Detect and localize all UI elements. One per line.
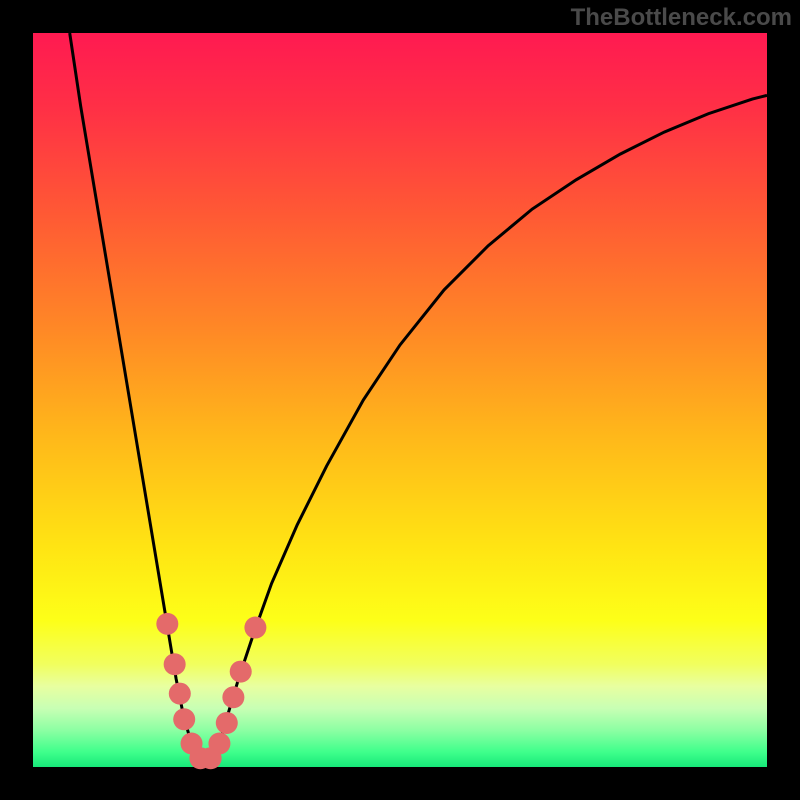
chart-container: TheBottleneck.com	[0, 0, 800, 800]
data-marker	[169, 683, 191, 705]
plot-gradient-background	[33, 33, 767, 767]
data-marker	[156, 613, 178, 635]
data-marker	[222, 686, 244, 708]
watermark-text: TheBottleneck.com	[571, 4, 792, 32]
data-marker	[244, 617, 266, 639]
data-marker	[230, 661, 252, 683]
bottleneck-curve-chart	[0, 0, 800, 800]
data-marker	[164, 653, 186, 675]
data-marker	[216, 712, 238, 734]
data-marker	[208, 733, 230, 755]
data-marker	[173, 708, 195, 730]
